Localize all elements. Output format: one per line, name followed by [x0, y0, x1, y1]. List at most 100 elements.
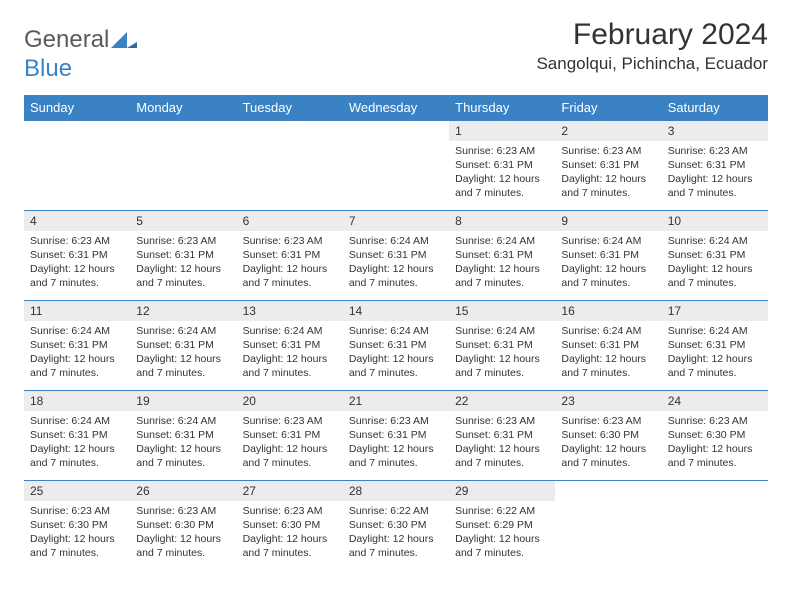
sunset-line: Sunset: 6:31 PM [455, 158, 549, 172]
day-details: Sunrise: 6:23 AMSunset: 6:31 PMDaylight:… [343, 411, 449, 477]
day-number: 8 [449, 211, 555, 231]
day-cell: .. [130, 120, 236, 210]
day-number: 5 [130, 211, 236, 231]
sunset-line: Sunset: 6:31 PM [561, 248, 655, 262]
sunset-line: Sunset: 6:31 PM [136, 248, 230, 262]
day-cell: 10Sunrise: 6:24 AMSunset: 6:31 PMDayligh… [662, 210, 768, 300]
day-details: Sunrise: 6:24 AMSunset: 6:31 PMDaylight:… [343, 231, 449, 297]
day-number: 4 [24, 211, 130, 231]
daylight-line: Daylight: 12 hours and 7 minutes. [243, 262, 337, 290]
sunset-line: Sunset: 6:31 PM [30, 338, 124, 352]
sunset-line: Sunset: 6:31 PM [30, 428, 124, 442]
sunrise-line: Sunrise: 6:24 AM [30, 414, 124, 428]
daylight-line: Daylight: 12 hours and 7 minutes. [455, 172, 549, 200]
sunset-line: Sunset: 6:31 PM [561, 158, 655, 172]
day-number: 18 [24, 391, 130, 411]
sunrise-line: Sunrise: 6:23 AM [30, 234, 124, 248]
sunrise-line: Sunrise: 6:24 AM [30, 324, 124, 338]
sunrise-line: Sunrise: 6:24 AM [668, 324, 762, 338]
day-details: Sunrise: 6:24 AMSunset: 6:31 PMDaylight:… [449, 321, 555, 387]
day-header: Wednesday [343, 95, 449, 121]
daylight-line: Daylight: 12 hours and 7 minutes. [243, 532, 337, 560]
day-number: 21 [343, 391, 449, 411]
daylight-line: Daylight: 12 hours and 7 minutes. [30, 532, 124, 560]
day-cell: 29Sunrise: 6:22 AMSunset: 6:29 PMDayligh… [449, 480, 555, 570]
sunset-line: Sunset: 6:31 PM [455, 428, 549, 442]
day-number: 20 [237, 391, 343, 411]
day-details: Sunrise: 6:24 AMSunset: 6:31 PMDaylight:… [449, 231, 555, 297]
sunrise-line: Sunrise: 6:23 AM [136, 504, 230, 518]
calendar-table: SundayMondayTuesdayWednesdayThursdayFrid… [24, 95, 768, 571]
day-details: Sunrise: 6:24 AMSunset: 6:31 PMDaylight:… [130, 321, 236, 387]
day-header-row: SundayMondayTuesdayWednesdayThursdayFrid… [24, 95, 768, 121]
daylight-line: Daylight: 12 hours and 7 minutes. [455, 532, 549, 560]
sunrise-line: Sunrise: 6:23 AM [668, 414, 762, 428]
daylight-line: Daylight: 12 hours and 7 minutes. [668, 172, 762, 200]
sunset-line: Sunset: 6:31 PM [136, 338, 230, 352]
sunrise-line: Sunrise: 6:23 AM [561, 414, 655, 428]
sunset-line: Sunset: 6:30 PM [561, 428, 655, 442]
day-number: 26 [130, 481, 236, 501]
daylight-line: Daylight: 12 hours and 7 minutes. [561, 442, 655, 470]
sunset-line: Sunset: 6:31 PM [349, 428, 443, 442]
month-title: February 2024 [536, 18, 768, 52]
sunrise-line: Sunrise: 6:24 AM [349, 324, 443, 338]
daylight-line: Daylight: 12 hours and 7 minutes. [349, 352, 443, 380]
sunrise-line: Sunrise: 6:24 AM [136, 324, 230, 338]
sunrise-line: Sunrise: 6:22 AM [349, 504, 443, 518]
day-cell: .. [662, 480, 768, 570]
sunrise-line: Sunrise: 6:23 AM [136, 234, 230, 248]
brand-mark-icon [111, 27, 137, 55]
daylight-line: Daylight: 12 hours and 7 minutes. [455, 442, 549, 470]
day-cell: 3Sunrise: 6:23 AMSunset: 6:31 PMDaylight… [662, 120, 768, 210]
sunset-line: Sunset: 6:31 PM [136, 428, 230, 442]
day-cell: 19Sunrise: 6:24 AMSunset: 6:31 PMDayligh… [130, 390, 236, 480]
sunset-line: Sunset: 6:31 PM [30, 248, 124, 262]
sunrise-line: Sunrise: 6:24 AM [136, 414, 230, 428]
calendar-body: ........1Sunrise: 6:23 AMSunset: 6:31 PM… [24, 120, 768, 570]
day-number: 15 [449, 301, 555, 321]
week-row: 18Sunrise: 6:24 AMSunset: 6:31 PMDayligh… [24, 390, 768, 480]
daylight-line: Daylight: 12 hours and 7 minutes. [136, 352, 230, 380]
daylight-line: Daylight: 12 hours and 7 minutes. [455, 352, 549, 380]
day-cell: 14Sunrise: 6:24 AMSunset: 6:31 PMDayligh… [343, 300, 449, 390]
week-row: 11Sunrise: 6:24 AMSunset: 6:31 PMDayligh… [24, 300, 768, 390]
day-number: 27 [237, 481, 343, 501]
day-details: Sunrise: 6:24 AMSunset: 6:31 PMDaylight:… [555, 231, 661, 297]
day-cell: 11Sunrise: 6:24 AMSunset: 6:31 PMDayligh… [24, 300, 130, 390]
day-number: 14 [343, 301, 449, 321]
day-number: 2 [555, 121, 661, 141]
daylight-line: Daylight: 12 hours and 7 minutes. [136, 262, 230, 290]
day-number: 9 [555, 211, 661, 231]
day-details: Sunrise: 6:24 AMSunset: 6:31 PMDaylight:… [555, 321, 661, 387]
day-cell: 7Sunrise: 6:24 AMSunset: 6:31 PMDaylight… [343, 210, 449, 300]
day-cell: 21Sunrise: 6:23 AMSunset: 6:31 PMDayligh… [343, 390, 449, 480]
sunset-line: Sunset: 6:31 PM [455, 248, 549, 262]
day-details: Sunrise: 6:23 AMSunset: 6:31 PMDaylight:… [237, 231, 343, 297]
day-cell: 24Sunrise: 6:23 AMSunset: 6:30 PMDayligh… [662, 390, 768, 480]
day-details: Sunrise: 6:23 AMSunset: 6:30 PMDaylight:… [24, 501, 130, 567]
day-cell: 8Sunrise: 6:24 AMSunset: 6:31 PMDaylight… [449, 210, 555, 300]
sunrise-line: Sunrise: 6:23 AM [455, 414, 549, 428]
day-details: Sunrise: 6:24 AMSunset: 6:31 PMDaylight:… [237, 321, 343, 387]
day-cell: 25Sunrise: 6:23 AMSunset: 6:30 PMDayligh… [24, 480, 130, 570]
day-cell: 6Sunrise: 6:23 AMSunset: 6:31 PMDaylight… [237, 210, 343, 300]
sunrise-line: Sunrise: 6:24 AM [349, 234, 443, 248]
sunset-line: Sunset: 6:31 PM [668, 158, 762, 172]
page-header: General Blue February 2024 Sangolqui, Pi… [24, 18, 768, 83]
sunset-line: Sunset: 6:31 PM [668, 338, 762, 352]
daylight-line: Daylight: 12 hours and 7 minutes. [349, 262, 443, 290]
sunset-line: Sunset: 6:31 PM [668, 248, 762, 262]
day-details: Sunrise: 6:22 AMSunset: 6:29 PMDaylight:… [449, 501, 555, 567]
sunrise-line: Sunrise: 6:24 AM [243, 324, 337, 338]
sunrise-line: Sunrise: 6:24 AM [561, 324, 655, 338]
daylight-line: Daylight: 12 hours and 7 minutes. [455, 262, 549, 290]
day-number: 22 [449, 391, 555, 411]
day-cell: 15Sunrise: 6:24 AMSunset: 6:31 PMDayligh… [449, 300, 555, 390]
sunset-line: Sunset: 6:29 PM [455, 518, 549, 532]
daylight-line: Daylight: 12 hours and 7 minutes. [30, 262, 124, 290]
sunset-line: Sunset: 6:30 PM [136, 518, 230, 532]
day-details: Sunrise: 6:23 AMSunset: 6:30 PMDaylight:… [130, 501, 236, 567]
day-details: Sunrise: 6:23 AMSunset: 6:30 PMDaylight:… [237, 501, 343, 567]
sunset-line: Sunset: 6:31 PM [349, 248, 443, 262]
